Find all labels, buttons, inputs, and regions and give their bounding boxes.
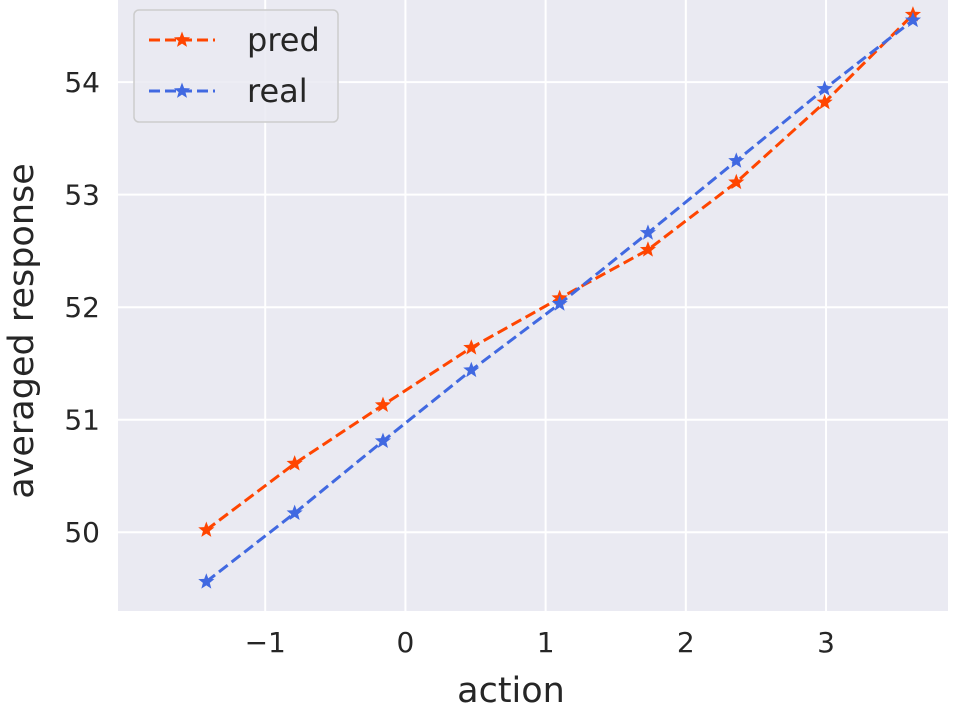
series-layer xyxy=(198,6,922,589)
y-axis-label: averaged response xyxy=(2,163,42,499)
legend: pred real xyxy=(133,9,339,123)
data-point-real xyxy=(374,432,392,448)
data-point-pred xyxy=(198,521,215,537)
x-axis-label: action xyxy=(457,671,565,707)
data-point-real xyxy=(816,80,833,96)
y-tick-label: 52 xyxy=(64,291,100,324)
data-point-pred xyxy=(374,396,392,412)
y-tick-label: 50 xyxy=(64,516,100,549)
x-tick-label: 3 xyxy=(817,626,835,659)
series-real xyxy=(198,11,922,589)
y-tick-label: 51 xyxy=(64,404,100,437)
data-point-pred xyxy=(728,173,745,190)
data-point-real xyxy=(551,295,568,311)
data-point-real xyxy=(463,361,480,378)
legend-label-real: real xyxy=(247,72,308,110)
tick-labels: −1 0 1 2 3 50 51 52 53 54 xyxy=(64,66,835,659)
data-point-real xyxy=(728,152,745,168)
data-point-real xyxy=(286,504,303,520)
x-tick-label: 1 xyxy=(537,626,555,659)
data-point-real xyxy=(198,573,215,589)
legend-marker-real xyxy=(173,82,191,98)
legend-marker-pred xyxy=(173,31,191,47)
y-tick-label: 54 xyxy=(64,66,100,99)
data-point-real xyxy=(639,224,657,240)
legend-label-pred: pred xyxy=(247,21,320,59)
data-point-pred xyxy=(816,93,833,110)
data-point-pred xyxy=(286,455,303,471)
data-point-pred xyxy=(639,241,657,257)
x-tick-label: 2 xyxy=(677,626,695,659)
data-point-pred xyxy=(463,339,480,355)
x-tick-label: −1 xyxy=(245,626,286,659)
x-tick-label: 0 xyxy=(397,626,415,659)
y-tick-label: 53 xyxy=(64,179,100,212)
data-point-real xyxy=(904,11,922,28)
